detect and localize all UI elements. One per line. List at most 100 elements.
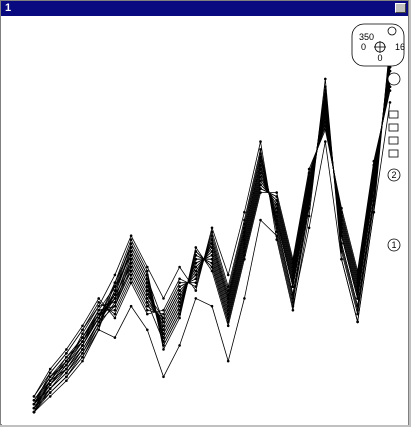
data-point bbox=[210, 254, 214, 257]
data-point bbox=[129, 304, 133, 308]
window-titlebar[interactable]: 1 bbox=[1, 1, 408, 16]
data-point bbox=[32, 406, 36, 410]
series-line bbox=[33, 63, 391, 413]
data-point bbox=[259, 148, 262, 151]
data-point bbox=[113, 281, 117, 285]
data-point bbox=[356, 304, 359, 308]
data-point bbox=[291, 265, 295, 269]
data-point bbox=[146, 285, 149, 288]
badge-circle[interactable] bbox=[387, 238, 401, 252]
data-point bbox=[97, 324, 100, 328]
data-point bbox=[194, 297, 198, 300]
window-title: 1 bbox=[5, 2, 12, 14]
data-point bbox=[194, 277, 198, 281]
data-point bbox=[356, 277, 359, 281]
badge-circle[interactable] bbox=[387, 168, 401, 182]
data-point bbox=[243, 254, 246, 257]
series-12 bbox=[32, 65, 392, 410]
data-point bbox=[32, 402, 36, 406]
data-point bbox=[65, 359, 68, 363]
navigation-widget[interactable]: 350 0 16 0 bbox=[351, 23, 405, 67]
data-point bbox=[275, 206, 279, 210]
data-point bbox=[162, 297, 165, 300]
data-point bbox=[372, 187, 376, 190]
data-point bbox=[81, 340, 84, 343]
axis-marker-box[interactable] bbox=[388, 110, 399, 119]
data-point bbox=[194, 261, 198, 265]
data-point bbox=[113, 304, 117, 308]
series-13 bbox=[32, 77, 392, 406]
data-point bbox=[194, 289, 198, 292]
data-point bbox=[81, 336, 84, 339]
data-point bbox=[226, 273, 230, 277]
data-point bbox=[81, 355, 84, 359]
axis-marker-box[interactable] bbox=[388, 136, 399, 145]
data-point bbox=[32, 399, 36, 402]
data-point bbox=[81, 324, 84, 328]
data-point bbox=[178, 312, 181, 316]
badge-2[interactable]: 2 bbox=[387, 168, 401, 182]
axis-marker-box[interactable] bbox=[388, 123, 399, 132]
data-point bbox=[48, 375, 52, 379]
data-point bbox=[226, 324, 230, 328]
series-21 bbox=[32, 42, 392, 406]
data-point bbox=[48, 367, 52, 371]
series-16 bbox=[32, 73, 392, 410]
data-point bbox=[113, 273, 117, 277]
plot-area: 350 0 16 0 2 bbox=[2, 16, 408, 425]
data-point bbox=[81, 348, 84, 351]
data-point bbox=[65, 379, 68, 383]
data-point bbox=[129, 238, 133, 241]
series-line bbox=[33, 78, 391, 405]
series-line bbox=[33, 82, 391, 409]
data-point bbox=[324, 77, 327, 81]
data-point bbox=[146, 277, 149, 281]
series-line bbox=[33, 67, 391, 409]
data-point bbox=[81, 344, 84, 347]
data-point bbox=[162, 348, 165, 351]
data-point bbox=[291, 273, 295, 277]
data-point bbox=[291, 261, 295, 265]
data-point bbox=[178, 265, 181, 269]
axis-marker-circle[interactable] bbox=[387, 72, 401, 86]
data-point bbox=[324, 112, 327, 116]
data-point bbox=[146, 308, 149, 312]
data-point bbox=[340, 210, 343, 214]
data-point bbox=[81, 352, 84, 355]
data-point bbox=[81, 328, 84, 332]
data-point bbox=[291, 285, 295, 288]
data-point bbox=[146, 297, 149, 300]
badge-1[interactable]: 1 bbox=[387, 238, 401, 252]
data-point bbox=[129, 254, 133, 257]
data-point bbox=[146, 269, 149, 273]
data-point bbox=[65, 352, 68, 355]
data-point bbox=[48, 395, 52, 398]
right-axis-markers bbox=[387, 26, 401, 158]
data-point bbox=[178, 281, 181, 285]
data-point bbox=[356, 273, 359, 277]
axis-marker-box[interactable] bbox=[388, 149, 399, 158]
data-point bbox=[129, 234, 133, 237]
data-point bbox=[48, 387, 52, 390]
data-point bbox=[324, 140, 327, 143]
data-point bbox=[113, 285, 117, 288]
data-point bbox=[226, 320, 230, 324]
data-point bbox=[356, 285, 359, 288]
data-point bbox=[113, 297, 117, 300]
data-point bbox=[275, 195, 279, 198]
parallel-coordinates-chart: 350 0 16 0 2 bbox=[32, 23, 405, 414]
data-point bbox=[307, 167, 311, 171]
data-point bbox=[210, 265, 214, 269]
data-point bbox=[291, 293, 295, 296]
data-point bbox=[210, 304, 214, 308]
data-point bbox=[129, 281, 133, 285]
data-point bbox=[340, 222, 343, 226]
axis-marker-circle[interactable] bbox=[387, 26, 397, 36]
series-line bbox=[33, 74, 391, 409]
widget-bottom-value: 0 bbox=[377, 53, 382, 63]
close-button[interactable] bbox=[395, 3, 406, 13]
data-point bbox=[210, 238, 214, 241]
data-point bbox=[194, 246, 198, 249]
widget-left-value: 0 bbox=[361, 42, 366, 52]
